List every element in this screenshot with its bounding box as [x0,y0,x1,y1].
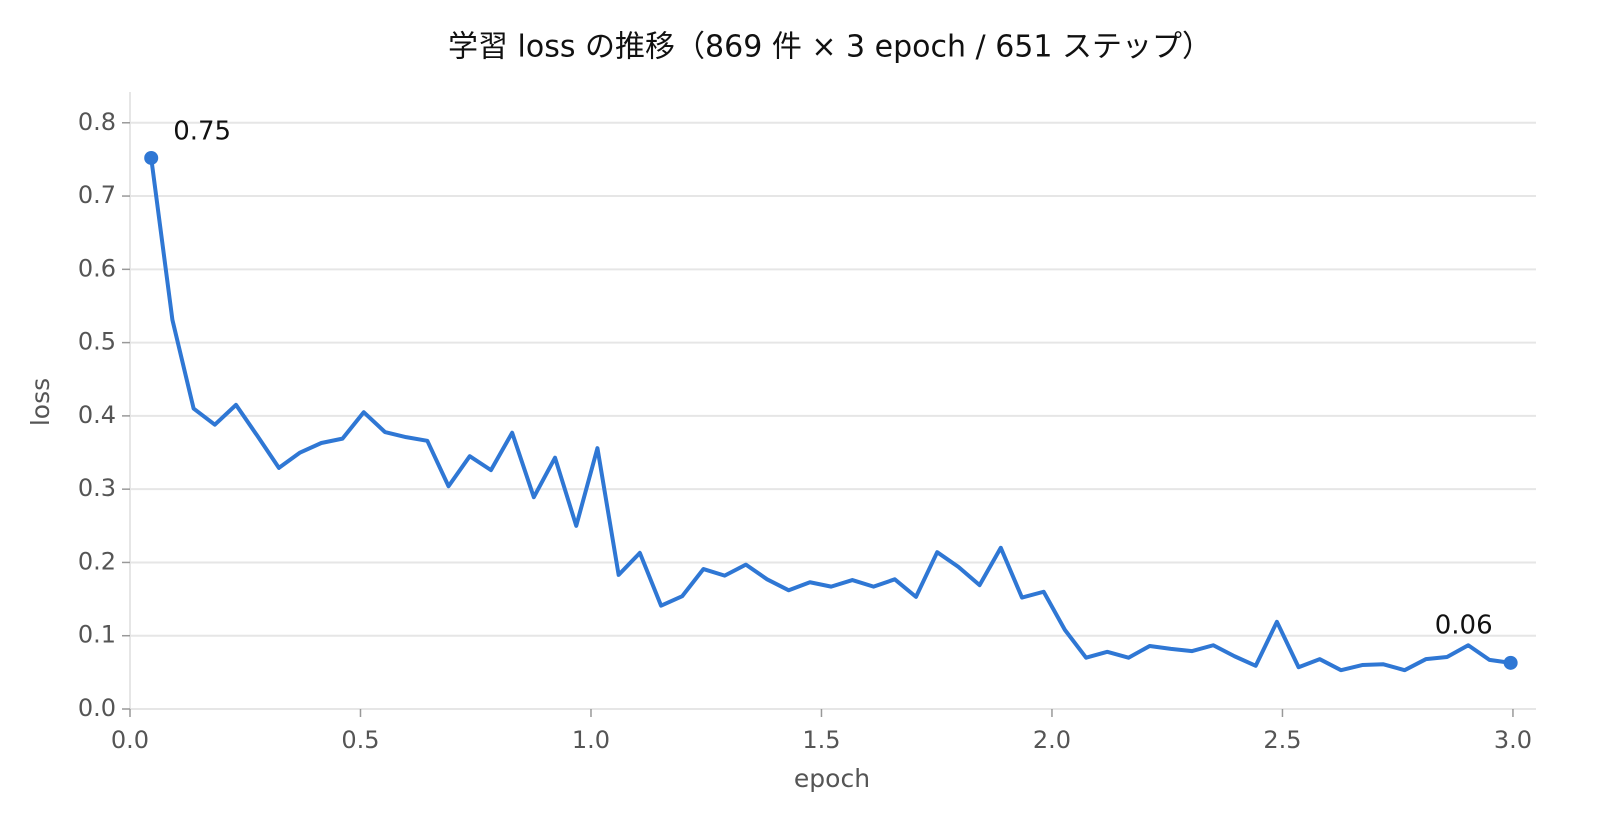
x-tick-label: 0.0 [111,726,149,754]
value-label: 0.75 [173,116,231,146]
y-tick-label: 0.7 [78,181,116,209]
y-axis-label: loss [26,378,55,426]
y-tick-label: 0.2 [78,547,116,575]
chart-title: 学習 loss の推移（869 件 × 3 epoch / 651 ステップ） [448,30,1212,65]
end-marker [1503,655,1518,670]
y-tick-label: 0.3 [78,474,116,502]
end-marker [144,150,159,165]
x-tick-label: 1.5 [802,726,840,754]
loss-line [149,157,1511,673]
y-tick-label: 0.4 [78,401,116,429]
x-tick-label: 2.0 [1033,726,1071,754]
x-tick-label: 1.0 [572,726,610,754]
x-tick-label: 0.5 [341,726,379,754]
y-tick-label: 0.8 [78,108,116,136]
y-tick-label: 0.0 [78,694,116,722]
y-tick-label: 0.5 [78,328,116,356]
x-tick-label: 3.0 [1494,726,1532,754]
value-label: 0.06 [1435,610,1493,640]
x-tick-label: 2.5 [1263,726,1301,754]
y-tick-label: 0.1 [78,621,116,649]
y-tick-label: 0.6 [78,254,116,282]
x-axis-label: epoch [794,764,870,793]
